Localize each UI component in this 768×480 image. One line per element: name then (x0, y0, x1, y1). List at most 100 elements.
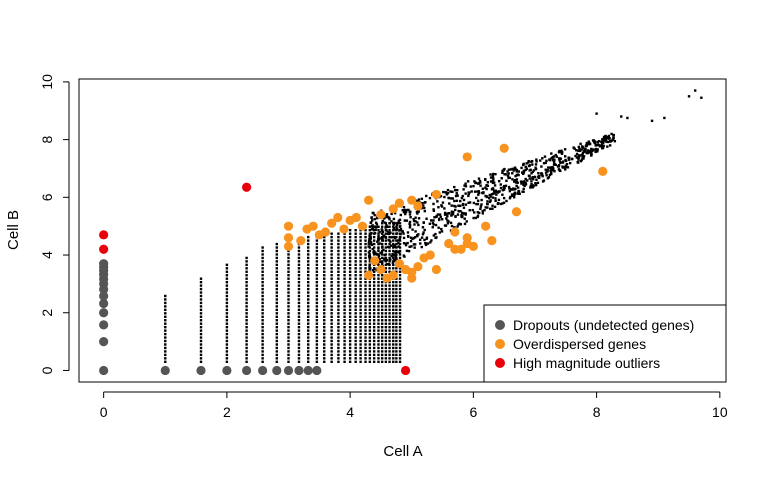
data-point-typical (383, 259, 386, 262)
data-point-typical (434, 223, 438, 227)
data-point-typical (535, 178, 538, 181)
data-point-typical (337, 280, 340, 284)
data-point-typical (501, 202, 504, 205)
data-point-typical (559, 161, 562, 165)
data-point-typical (297, 249, 301, 253)
data-point-typical (446, 191, 450, 195)
data-point-typical (398, 256, 402, 260)
data-point-typical (484, 177, 487, 181)
data-point-typical (225, 294, 229, 298)
data-point-typical (372, 270, 376, 273)
data-point-typical (380, 263, 384, 267)
data-point-typical (533, 175, 537, 179)
data-point-typical (380, 329, 384, 332)
data-point-typical (330, 353, 333, 357)
data-point-typical (261, 301, 264, 305)
data-point-typical (543, 155, 547, 158)
data-point-typical (545, 159, 548, 162)
data-point-typical (395, 319, 398, 322)
data-point-typical (337, 249, 340, 253)
data-point-typical (307, 329, 310, 332)
data-point-typical (380, 308, 384, 312)
data-point-typical (511, 194, 514, 198)
data-point-typical (199, 353, 203, 357)
data-point-typical (508, 176, 512, 180)
data-point-typical (462, 212, 466, 215)
data-point-typical (582, 150, 586, 153)
data-point-typical (517, 190, 521, 193)
data-point-typical (464, 185, 468, 188)
data-point-typical (392, 291, 395, 294)
data-point-typical (348, 343, 352, 346)
data-point-typical (199, 336, 203, 339)
data-point-overdispersed (327, 218, 337, 228)
data-point-typical (395, 301, 398, 305)
data-point-typical (297, 263, 301, 267)
data-point-overdispersed (407, 273, 417, 283)
data-point-typical (481, 212, 485, 215)
data-point-typical (398, 360, 402, 363)
data-point-overdispersed (370, 256, 380, 266)
data-point-typical (438, 231, 441, 234)
data-point-typical (377, 277, 380, 280)
data-point-typical (441, 201, 445, 204)
data-point-typical (343, 322, 346, 325)
data-point-typical (343, 249, 346, 253)
data-point-typical (395, 239, 398, 242)
data-point-typical (395, 287, 398, 291)
data-point-typical (384, 263, 388, 267)
data-point-typical (494, 199, 497, 203)
data-point-typical (388, 284, 391, 287)
data-point-typical (434, 236, 437, 240)
data-point-typical (245, 267, 248, 270)
data-point-typical (492, 189, 496, 192)
data-point-typical (378, 258, 381, 261)
data-point-typical (297, 267, 301, 270)
data-point-typical (429, 219, 433, 222)
data-point-typical (479, 205, 483, 208)
data-point-typical (485, 184, 488, 187)
data-point-typical (382, 248, 385, 252)
data-point-typical (607, 134, 611, 138)
data-point-typical (476, 211, 480, 214)
data-point-typical (463, 184, 466, 187)
data-point-typical (381, 237, 384, 240)
data-point-typical (423, 206, 426, 210)
data-point-typical (392, 287, 395, 291)
data-point-typical (415, 199, 418, 202)
data-point-typical (354, 360, 357, 363)
data-point-typical (337, 319, 340, 322)
data-point-typical (469, 185, 472, 188)
data-point-typical (225, 353, 229, 357)
data-point-typical (343, 246, 346, 249)
data-point-typical (337, 294, 340, 298)
data-point-typical (451, 190, 454, 193)
data-point-typical (388, 216, 391, 220)
data-point-typical (395, 232, 399, 235)
data-point-typical (354, 235, 357, 239)
data-point-typical (597, 139, 601, 143)
data-point-typical (530, 183, 533, 186)
data-point-typical (488, 200, 492, 204)
data-point-typical (612, 133, 615, 137)
data-point-typical (601, 140, 605, 143)
data-point-typical (540, 172, 543, 175)
data-point-typical (455, 199, 459, 203)
data-point-typical (372, 235, 376, 239)
data-point-typical (477, 190, 480, 193)
data-point-typical (429, 241, 432, 244)
data-point-typical (481, 187, 485, 190)
data-point-typical (348, 350, 352, 353)
data-point-typical (445, 217, 448, 220)
data-point-overdispersed (320, 227, 331, 237)
data-point-typical (592, 148, 595, 152)
data-point-typical (359, 343, 362, 346)
data-point-typical (275, 242, 278, 246)
data-point-typical (164, 346, 167, 350)
data-point-typical (315, 346, 319, 350)
data-point-typical (315, 291, 319, 294)
data-point-typical (528, 177, 531, 180)
data-point-typical (443, 195, 446, 199)
data-point-typical (343, 350, 346, 353)
data-point-typical (416, 212, 419, 215)
